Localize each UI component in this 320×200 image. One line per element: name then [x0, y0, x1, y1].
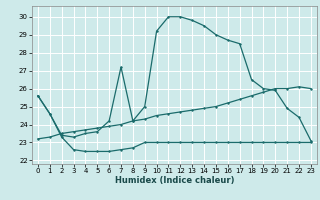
- X-axis label: Humidex (Indice chaleur): Humidex (Indice chaleur): [115, 176, 234, 185]
